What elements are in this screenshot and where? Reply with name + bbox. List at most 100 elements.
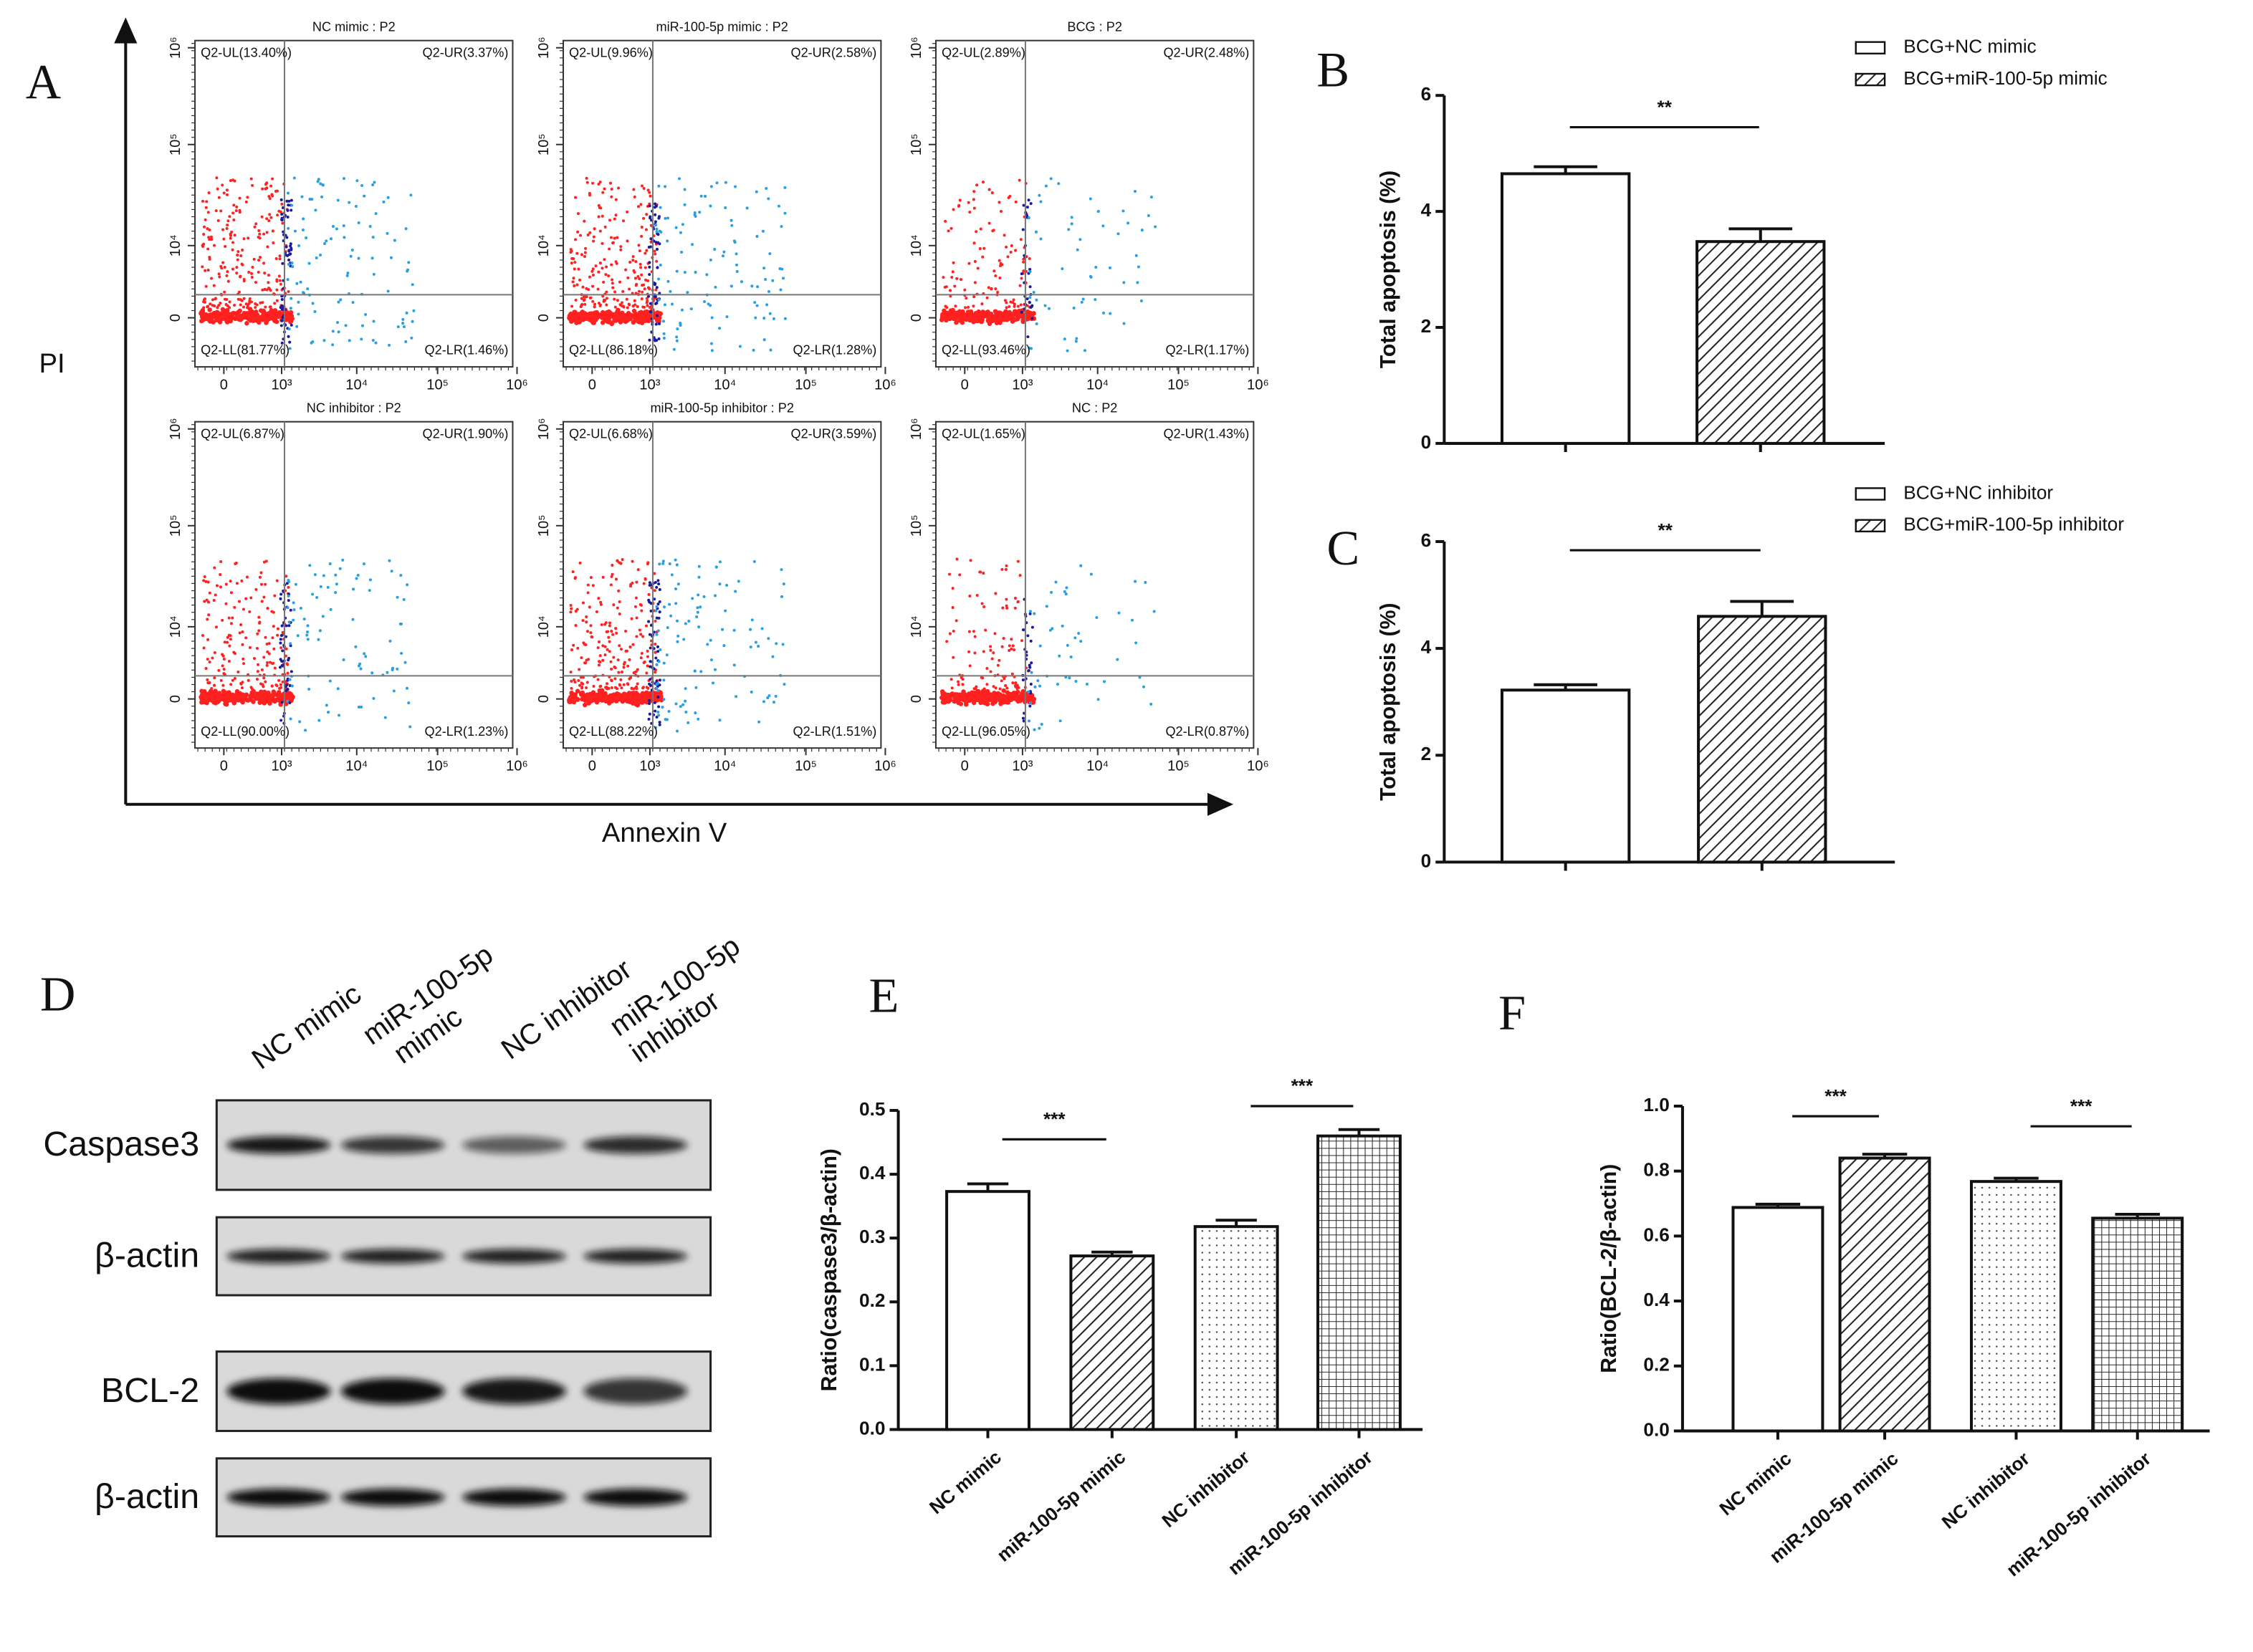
event-dot	[686, 291, 689, 294]
event-dot	[226, 279, 230, 283]
event-dot	[278, 257, 282, 261]
event-dot	[338, 567, 342, 570]
event-dot	[620, 698, 626, 704]
event-dot	[772, 701, 776, 704]
event-dot	[964, 702, 969, 707]
event-dot	[740, 280, 744, 284]
event-dot	[336, 198, 340, 202]
event-dot	[368, 589, 371, 592]
event-dot	[241, 681, 244, 684]
event-dot	[1005, 604, 1008, 608]
event-dot	[1009, 251, 1013, 254]
event-dot	[687, 620, 691, 623]
event-dot	[982, 605, 986, 609]
event-dot	[984, 699, 990, 704]
event-dot	[240, 579, 244, 582]
event-dot	[258, 620, 262, 624]
event-dot	[279, 597, 282, 600]
event-dot	[591, 284, 595, 288]
flow-y-tick: 10⁶	[536, 37, 552, 59]
event-dot	[278, 254, 282, 258]
event-dot	[618, 644, 621, 648]
event-dot	[224, 602, 228, 605]
event-dot	[636, 668, 639, 671]
flow-x-tick: 10⁵	[426, 759, 449, 774]
event-dot	[1147, 213, 1150, 218]
event-dot	[574, 238, 578, 241]
event-dot	[598, 640, 601, 644]
event-dot	[323, 241, 327, 246]
event-dot	[638, 277, 641, 281]
event-dot	[715, 181, 719, 185]
event-dot	[640, 609, 644, 613]
event-dot	[647, 702, 651, 706]
event-dot	[995, 319, 1000, 324]
event-dot	[666, 279, 670, 283]
event-dot	[1021, 716, 1025, 720]
event-dot	[991, 229, 995, 233]
event-dot	[590, 317, 595, 322]
event-dot	[615, 687, 619, 691]
event-dot	[407, 261, 411, 264]
event-dot	[981, 676, 985, 680]
event-dot	[601, 658, 605, 662]
event-dot	[654, 650, 657, 654]
event-dot	[721, 254, 724, 258]
event-dot	[202, 225, 206, 229]
event-dot	[262, 261, 266, 265]
event-dot	[613, 677, 617, 681]
event-dot	[625, 649, 629, 653]
event-dot	[980, 302, 984, 306]
event-dot	[382, 200, 386, 203]
event-dot	[331, 343, 335, 347]
event-dot	[260, 668, 264, 672]
event-dot	[649, 224, 653, 227]
event-dot	[306, 630, 310, 634]
flow-x-tick: 10⁶	[874, 378, 896, 393]
event-dot	[648, 633, 651, 636]
event-dot	[228, 300, 231, 304]
flow-y-tick: 10⁶	[536, 418, 552, 440]
event-dot	[635, 692, 640, 697]
event-dot	[222, 191, 226, 195]
event-dot	[228, 215, 231, 218]
event-dot	[1028, 610, 1032, 613]
event-dot	[596, 678, 600, 681]
event-dot	[967, 261, 971, 265]
event-dot	[985, 683, 989, 686]
event-dot	[264, 313, 269, 319]
event-dot	[336, 687, 340, 691]
event-dot	[646, 188, 650, 192]
event-dot	[950, 686, 954, 690]
event-dot	[639, 312, 644, 317]
event-dot	[1048, 628, 1052, 632]
flow-x-tick: 10⁶	[874, 759, 896, 774]
event-dot	[411, 320, 414, 323]
event-dot	[653, 249, 656, 253]
event-dot	[658, 242, 661, 246]
event-dot	[676, 582, 680, 586]
event-dot	[289, 608, 292, 612]
event-dot	[287, 289, 290, 293]
event-dot	[657, 705, 661, 709]
event-dot	[202, 242, 206, 246]
event-dot	[958, 693, 963, 698]
event-dot	[585, 658, 588, 662]
event-dot	[268, 287, 272, 291]
event-dot	[961, 678, 965, 681]
flow-y-tick: 10⁵	[168, 514, 183, 537]
event-dot	[693, 669, 697, 673]
event-dot	[287, 263, 290, 266]
panel-label: A	[26, 54, 61, 109]
event-dot	[1016, 600, 1020, 603]
event-dot	[1070, 216, 1073, 219]
event-dot	[982, 310, 987, 315]
event-dot	[262, 655, 266, 659]
event-dot	[217, 691, 222, 696]
event-dot	[268, 197, 272, 201]
event-dot	[1126, 221, 1130, 225]
event-dot	[342, 177, 346, 181]
event-dot	[217, 196, 221, 199]
event-dot	[262, 595, 266, 599]
event-dot	[586, 591, 590, 595]
